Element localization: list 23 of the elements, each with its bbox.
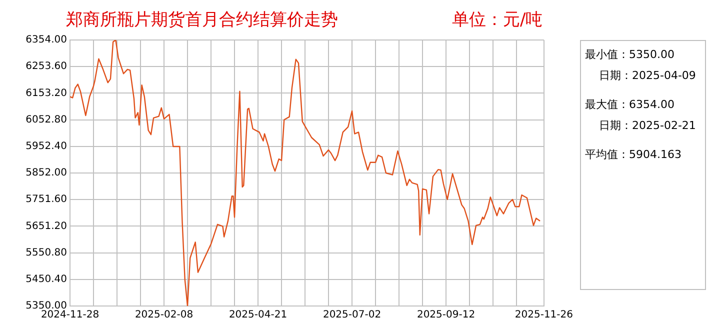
y-tick-label: 6153.20 xyxy=(26,88,67,99)
y-tick-label: 5952.40 xyxy=(26,140,67,152)
y-tick-label: 5550.80 xyxy=(26,247,67,258)
text: 最大值：6354.00 xyxy=(585,97,676,112)
y-tick-label: 5751.60 xyxy=(26,194,67,206)
text: 最小值：5350.00 xyxy=(585,47,676,62)
y-tick-label: 6354.00 xyxy=(26,34,67,46)
x-tick-label: 2025-09-12 xyxy=(416,310,476,321)
text: 日期：2025-04-09 xyxy=(598,68,697,83)
x-tick-label: 2025-04-21 xyxy=(228,310,288,321)
text: 平均值：5904.163 xyxy=(585,147,682,162)
chart-subtitle: 单位：元/吨 xyxy=(452,9,543,31)
chart-title: 郑商所瓶片期货首月合约结算价走势 xyxy=(66,9,338,31)
x-tick-label: 2025-02-08 xyxy=(134,310,194,321)
y-tick-label: 5852.00 xyxy=(26,168,67,179)
y-tick-label: 6052.80 xyxy=(26,114,67,126)
y-tick-label: 5651.20 xyxy=(26,220,67,232)
y-tick-label: 6253.60 xyxy=(26,61,67,72)
text: 日期：2025-02-21 xyxy=(598,118,697,133)
x-tick-label: 2025-07-02 xyxy=(322,310,382,321)
x-tick-label: 2024-11-28 xyxy=(40,310,100,321)
y-tick-label: 5450.40 xyxy=(26,274,67,285)
x-tick-label: 2025-11-26 xyxy=(514,310,574,321)
